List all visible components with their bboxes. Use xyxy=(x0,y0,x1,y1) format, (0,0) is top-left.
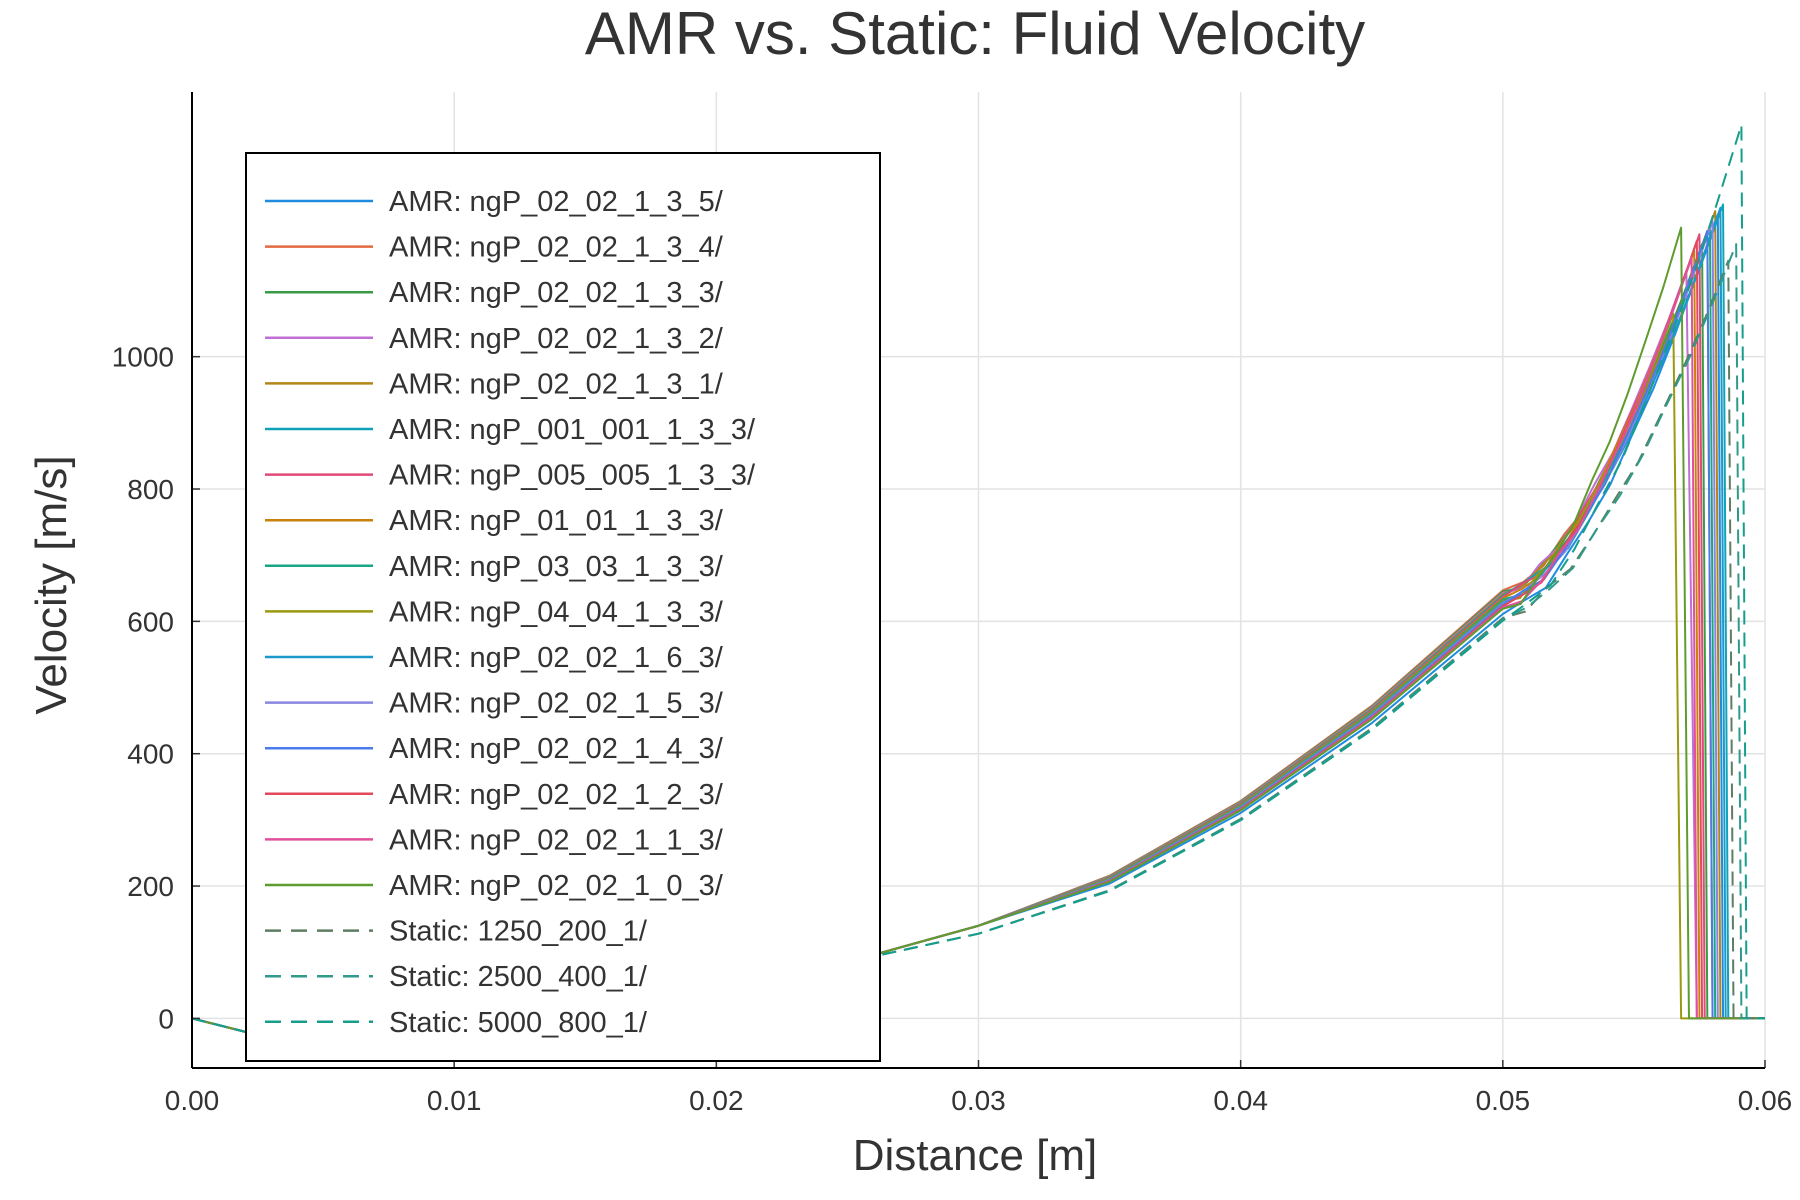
legend-label: AMR: ngP_02_02_1_3_5/ xyxy=(389,186,724,218)
y-tick-label: 200 xyxy=(127,871,174,902)
x-tick-label: 0.01 xyxy=(427,1085,482,1116)
legend-box xyxy=(245,152,881,1062)
axes xyxy=(191,92,1766,1069)
legend-label: AMR: ngP_02_02_1_5_3/ xyxy=(389,688,724,720)
y-tick-label: 0 xyxy=(158,1003,174,1034)
legend-label: Static: 5000_800_1/ xyxy=(389,1007,648,1039)
legend-label: AMR: ngP_01_01_1_3_3/ xyxy=(389,505,724,537)
x-tick-label: 0.05 xyxy=(1476,1085,1531,1116)
legend-label: AMR: ngP_02_02_1_4_3/ xyxy=(389,733,724,765)
legend-label: AMR: ngP_005_005_1_3_3/ xyxy=(389,460,756,492)
legend: AMR: ngP_02_02_1_3_5/AMR: ngP_02_02_1_3_… xyxy=(245,152,881,1062)
y-tick-label: 800 xyxy=(127,474,174,505)
chart-title: AMR vs. Static: Fluid Velocity xyxy=(585,0,1365,67)
legend-label: Static: 2500_400_1/ xyxy=(389,961,648,993)
x-tick-label: 0.00 xyxy=(165,1085,220,1116)
legend-label: AMR: ngP_02_02_1_3_1/ xyxy=(389,368,724,400)
x-tick-label: 0.03 xyxy=(951,1085,1006,1116)
y-axis-label: Velocity [m/s] xyxy=(27,455,76,714)
x-tick-label: 0.04 xyxy=(1213,1085,1268,1116)
y-tick-label: 600 xyxy=(127,606,174,637)
tick-labels: 0.00 0.01 0.02 0.03 0.04 0.05 0.06 0 200 400 600 80… xyxy=(112,342,1793,1116)
x-axis-label: Distance [m] xyxy=(853,1131,1098,1180)
legend-label: AMR: ngP_02_02_1_3_3/ xyxy=(389,277,724,309)
legend-label: AMR: ngP_03_03_1_3_3/ xyxy=(389,551,724,583)
legend-label: Static: 1250_200_1/ xyxy=(389,916,648,948)
legend-label: AMR: ngP_001_001_1_3_3/ xyxy=(389,414,756,446)
legend-label: AMR: ngP_04_04_1_3_3/ xyxy=(389,596,724,628)
legend-label: AMR: ngP_02_02_1_6_3/ xyxy=(389,642,724,674)
y-tick-label: 400 xyxy=(127,739,174,770)
legend-label: AMR: ngP_02_02_1_2_3/ xyxy=(389,779,724,811)
y-tick-label: 1000 xyxy=(112,342,174,373)
legend-label: AMR: ngP_02_02_1_3_4/ xyxy=(389,232,724,264)
x-tick-label: 0.02 xyxy=(689,1085,744,1116)
legend-label: AMR: ngP_02_02_1_1_3/ xyxy=(389,824,724,856)
legend-label: AMR: ngP_02_02_1_0_3/ xyxy=(389,870,724,902)
legend-label: AMR: ngP_02_02_1_3_2/ xyxy=(389,323,724,355)
x-tick-label: 0.06 xyxy=(1738,1085,1793,1116)
